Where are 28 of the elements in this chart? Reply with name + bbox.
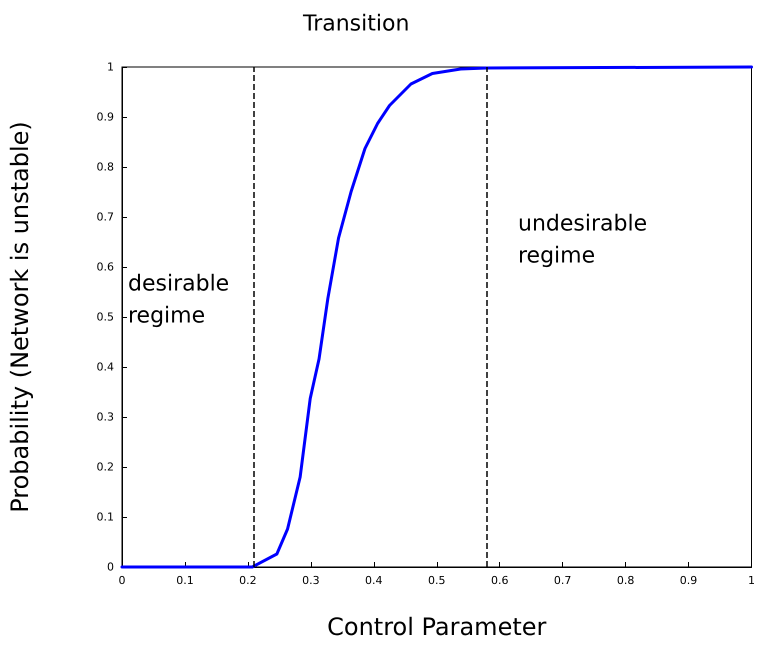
y-tick-label: 0.6: [96, 260, 114, 274]
y-tick-label: 0.4: [96, 360, 114, 374]
x-tick-label: 1: [748, 574, 755, 587]
x-tick-label: 0: [118, 574, 126, 587]
x-tick-label: 0.6: [490, 574, 508, 587]
x-tick-label: 0.1: [176, 574, 194, 587]
x-tick-label: 0.7: [554, 574, 572, 587]
annotation: desirable regime: [128, 272, 230, 328]
x-axis-title: Control Parameter: [327, 613, 547, 641]
y-tick-label: 1: [107, 60, 114, 74]
x-tick-label: 0.4: [365, 574, 383, 587]
y-tick-label: 0.8: [96, 160, 114, 174]
y-tick-label: 0.3: [96, 410, 114, 424]
y-tick-label: 0.1: [96, 510, 114, 524]
y-tick-label: 0.7: [96, 210, 114, 224]
x-tick-label: 0.9: [680, 574, 698, 587]
y-tick-label: 0: [107, 560, 114, 574]
x-tick-label: 0.8: [616, 574, 634, 587]
text: Transition: [302, 12, 410, 36]
y-axis-title: Probability (Network is unstable): [6, 121, 34, 513]
y-tick-label: 0.5: [96, 310, 114, 324]
x-tick-label: 0.2: [239, 574, 257, 587]
y-tick-label: 0.9: [96, 110, 114, 124]
line-series: [120, 66, 753, 568]
x-tick-label: 0.3: [302, 574, 320, 587]
y-tick-label: 0.2: [96, 460, 114, 474]
annotation: undesirable regime: [518, 212, 648, 268]
x-tick-label: 0.5: [428, 574, 446, 587]
